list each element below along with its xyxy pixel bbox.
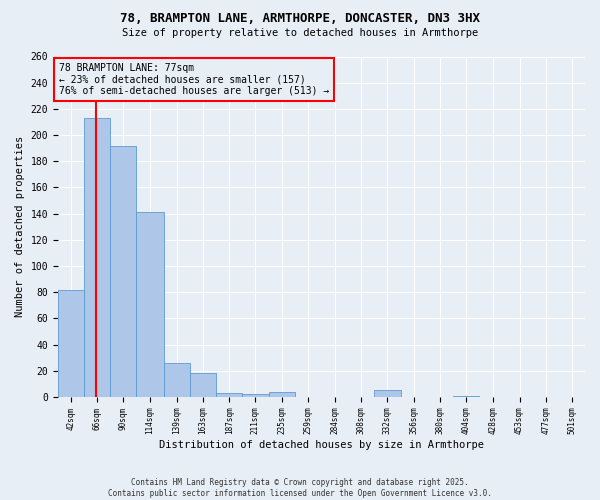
Bar xyxy=(242,394,269,397)
Text: Contains HM Land Registry data © Crown copyright and database right 2025.
Contai: Contains HM Land Registry data © Crown c… xyxy=(108,478,492,498)
Bar xyxy=(216,393,242,397)
Bar xyxy=(190,374,216,397)
Bar xyxy=(110,146,136,397)
X-axis label: Distribution of detached houses by size in Armthorpe: Distribution of detached houses by size … xyxy=(159,440,484,450)
Text: Size of property relative to detached houses in Armthorpe: Size of property relative to detached ho… xyxy=(122,28,478,38)
Bar xyxy=(84,118,110,397)
Bar xyxy=(585,394,600,397)
Bar xyxy=(58,290,84,397)
Bar xyxy=(164,363,190,397)
Text: 78, BRAMPTON LANE, ARMTHORPE, DONCASTER, DN3 3HX: 78, BRAMPTON LANE, ARMTHORPE, DONCASTER,… xyxy=(120,12,480,26)
Y-axis label: Number of detached properties: Number of detached properties xyxy=(15,136,25,318)
Bar xyxy=(136,212,164,397)
Bar xyxy=(453,396,479,397)
Bar xyxy=(374,390,401,397)
Text: 78 BRAMPTON LANE: 77sqm
← 23% of detached houses are smaller (157)
76% of semi-d: 78 BRAMPTON LANE: 77sqm ← 23% of detache… xyxy=(59,63,329,96)
Bar xyxy=(269,392,295,397)
